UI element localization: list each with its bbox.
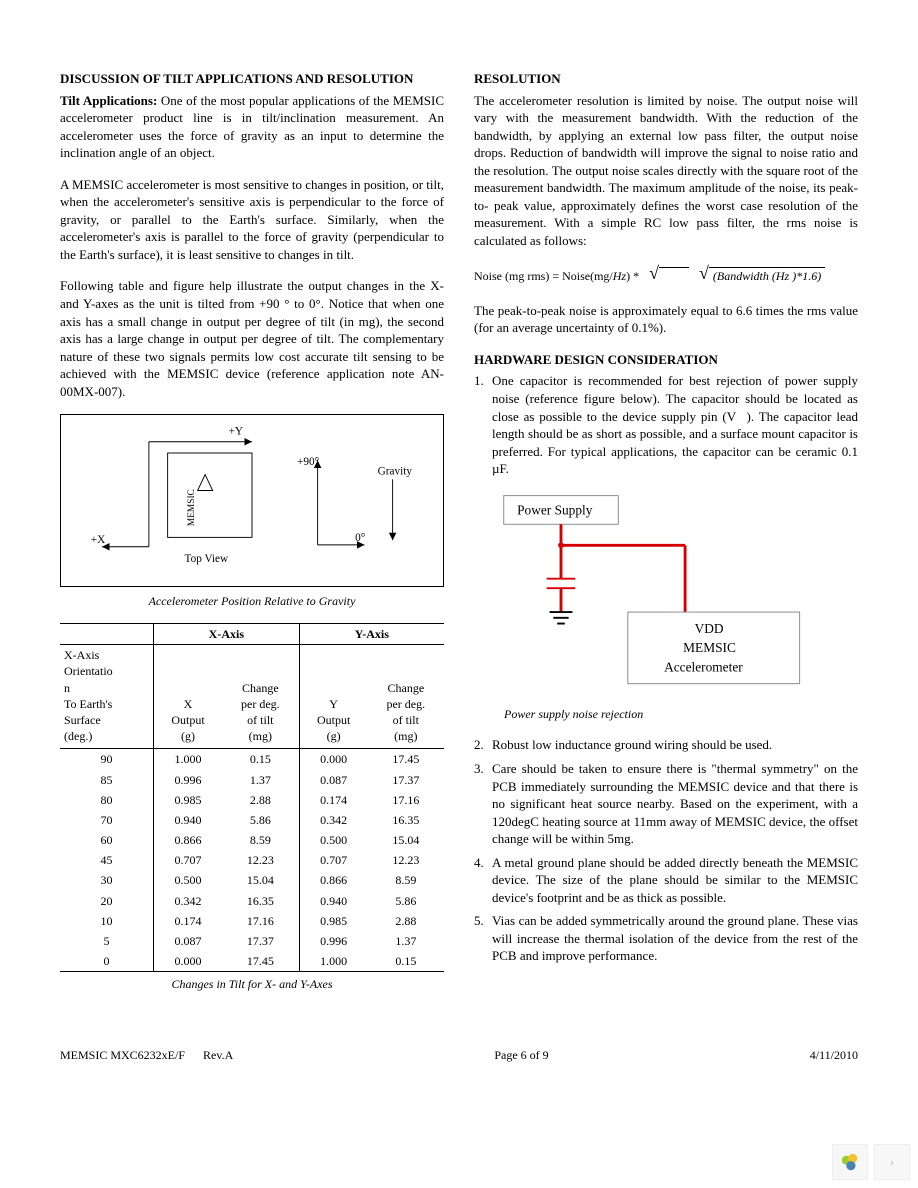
table-row: 00.00017.451.0000.15 bbox=[60, 951, 444, 972]
fig1-caption: Accelerometer Position Relative to Gravi… bbox=[60, 593, 444, 609]
table-row: 100.17417.160.9852.88 bbox=[60, 911, 444, 931]
table-row: 800.9852.880.17417.16 bbox=[60, 790, 444, 810]
formula-lhs: Noise (mg rms) = Noise(mg/Hz) * bbox=[474, 268, 639, 284]
sqrt-bw: √(Bandwidth (Hz )*1.6) bbox=[699, 263, 825, 287]
top-view-label: Top View bbox=[185, 553, 230, 565]
ps-label: Power Supply bbox=[517, 502, 593, 517]
gravity-label: Gravity bbox=[378, 466, 413, 478]
left-heading: DISCUSSION OF TILT APPLICATIONS AND RESO… bbox=[60, 70, 444, 88]
plus-y-label: +Y bbox=[229, 426, 243, 438]
circuit-caption: Power supply noise rejection bbox=[474, 706, 858, 722]
tilt-para-2: A MEMSIC accelerometer is most sensitive… bbox=[60, 176, 444, 264]
footer-left: MEMSIC MXC6232xE/F Rev.A bbox=[60, 1047, 233, 1063]
hw-item-4: 4. A metal ground plane should be added … bbox=[474, 854, 858, 907]
table-row: 450.70712.230.70712.23 bbox=[60, 850, 444, 870]
zero-label: 0° bbox=[355, 532, 365, 544]
resolution-para: The accelerometer resolution is limited … bbox=[474, 92, 858, 250]
hw-list-rest: 2. Robust low inductance ground wiring s… bbox=[474, 736, 858, 965]
viewer-controls: › bbox=[832, 1144, 910, 1180]
page-columns: DISCUSSION OF TILT APPLICATIONS AND RESO… bbox=[60, 70, 858, 1007]
th-xaxis: X-Axis bbox=[154, 624, 300, 645]
th-ychg: Change per deg. of tilt (mg) bbox=[368, 645, 444, 749]
memsic-box-label: MEMSIC bbox=[683, 640, 736, 655]
plus-x-label: +X bbox=[91, 534, 105, 546]
hw-heading: HARDWARE DESIGN CONSIDERATION bbox=[474, 351, 858, 369]
footer-center: Page 6 of 9 bbox=[494, 1047, 548, 1063]
circuit-figure: Power Supply VDD MEMSIC Accelerometer bbox=[474, 488, 858, 703]
vdd-label: VDD bbox=[695, 621, 724, 636]
hw-item-3: 3. Care should be taken to ensure there … bbox=[474, 760, 858, 848]
table-row: 901.0000.150.00017.45 bbox=[60, 749, 444, 770]
th-xchg: Change per deg. of tilt (mg) bbox=[222, 645, 299, 749]
tilt-bold: Tilt Applications: bbox=[60, 93, 157, 108]
table-row: 50.08717.370.9961.37 bbox=[60, 931, 444, 951]
table-row: 700.9405.860.34216.35 bbox=[60, 810, 444, 830]
resolution-heading: RESOLUTION bbox=[474, 70, 858, 88]
gravity-figure-svg: +Y MEMSIC +X Top View +9 bbox=[69, 423, 435, 573]
th-yaxis: Y-Axis bbox=[299, 624, 444, 645]
hw-list: 1. One capacitor is recommended for best… bbox=[474, 372, 858, 477]
th-xout: X Output (g) bbox=[154, 645, 222, 749]
next-page-button[interactable]: › bbox=[874, 1144, 910, 1180]
hw-item-1: 1. One capacitor is recommended for best… bbox=[474, 372, 858, 477]
accel-label: Accelerometer bbox=[664, 659, 743, 674]
table-row: 850.9961.370.08717.37 bbox=[60, 770, 444, 790]
table-row: 600.8668.590.50015.04 bbox=[60, 830, 444, 850]
left-column: DISCUSSION OF TILT APPLICATIONS AND RESO… bbox=[60, 70, 444, 1007]
table-row: 300.50015.040.8668.59 bbox=[60, 870, 444, 890]
tilt-para-1: Tilt Applications: One of the most popul… bbox=[60, 92, 444, 162]
memsic-label: MEMSIC bbox=[187, 489, 197, 526]
tilt-para-3: Following table and figure help illustra… bbox=[60, 277, 444, 400]
peak-para: The peak-to-peak noise is approximately … bbox=[474, 302, 858, 337]
th-orient: X-Axis Orientatio n To Earth's Surface (… bbox=[60, 645, 154, 749]
sqrt-empty: √ bbox=[649, 263, 689, 287]
chevron-right-icon: › bbox=[890, 1153, 894, 1171]
circuit-svg: Power Supply VDD MEMSIC Accelerometer bbox=[474, 488, 858, 698]
noise-formula: Noise (mg rms) = Noise(mg/Hz) * √ √(Band… bbox=[474, 263, 858, 287]
th-blank bbox=[60, 624, 154, 645]
right-column: RESOLUTION The accelerometer resolution … bbox=[474, 70, 858, 1007]
tilt-tbody: 901.0000.150.00017.45850.9961.370.08717.… bbox=[60, 749, 444, 972]
plus-90-label: +90° bbox=[297, 456, 319, 468]
th-yout: Y Output (g) bbox=[299, 645, 367, 749]
table-row: 200.34216.350.9405.86 bbox=[60, 891, 444, 911]
footer-right: 4/11/2010 bbox=[810, 1047, 858, 1063]
page-footer: MEMSIC MXC6232xE/F Rev.A Page 6 of 9 4/1… bbox=[60, 1047, 858, 1063]
hw-item-5: 5. Vias can be added symmetrically aroun… bbox=[474, 912, 858, 965]
gravity-figure: +Y MEMSIC +X Top View +9 bbox=[60, 414, 444, 587]
logo-icon[interactable] bbox=[832, 1144, 868, 1180]
hw-item-2: 2. Robust low inductance ground wiring s… bbox=[474, 736, 858, 754]
table-caption: Changes in Tilt for X- and Y-Axes bbox=[60, 976, 444, 992]
tilt-table: X-Axis Y-Axis X-Axis Orientatio n To Ear… bbox=[60, 623, 444, 972]
